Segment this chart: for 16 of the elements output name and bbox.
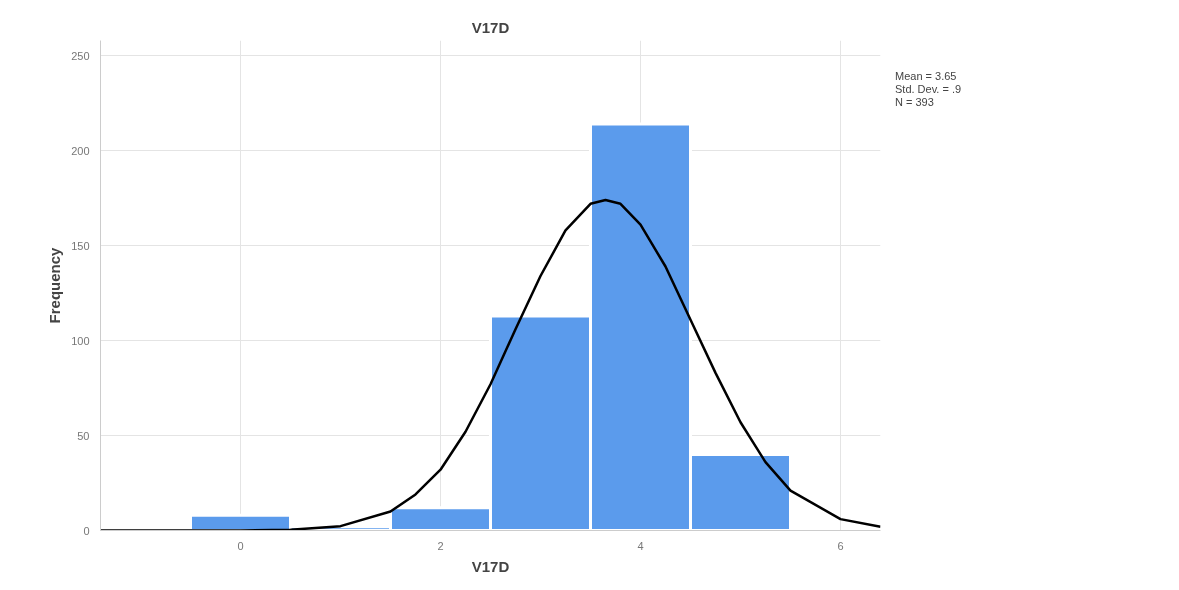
y-tick-label: 200 — [71, 144, 90, 157]
x-tick-label: 6 — [837, 539, 844, 552]
text: Mean = 3.65 — [895, 70, 957, 82]
y-tick-label: 150 — [71, 239, 90, 252]
y-tick-label: 50 — [77, 429, 90, 442]
y-axis-title: Frequency — [46, 246, 64, 324]
text: Std. Dev. = .9 — [895, 83, 962, 95]
chart-title: V17D — [471, 18, 510, 36]
x-tick-label: 4 — [637, 539, 644, 552]
y-tick-label: 100 — [71, 334, 90, 347]
text: N = 393 — [895, 96, 934, 108]
x-tick-label: 2 — [437, 539, 444, 552]
y-tick-label: 250 — [71, 49, 90, 62]
x-tick-label: 0 — [237, 539, 244, 552]
x-axis-title: V17D — [471, 557, 510, 575]
y-tick-label: 0 — [83, 524, 90, 537]
